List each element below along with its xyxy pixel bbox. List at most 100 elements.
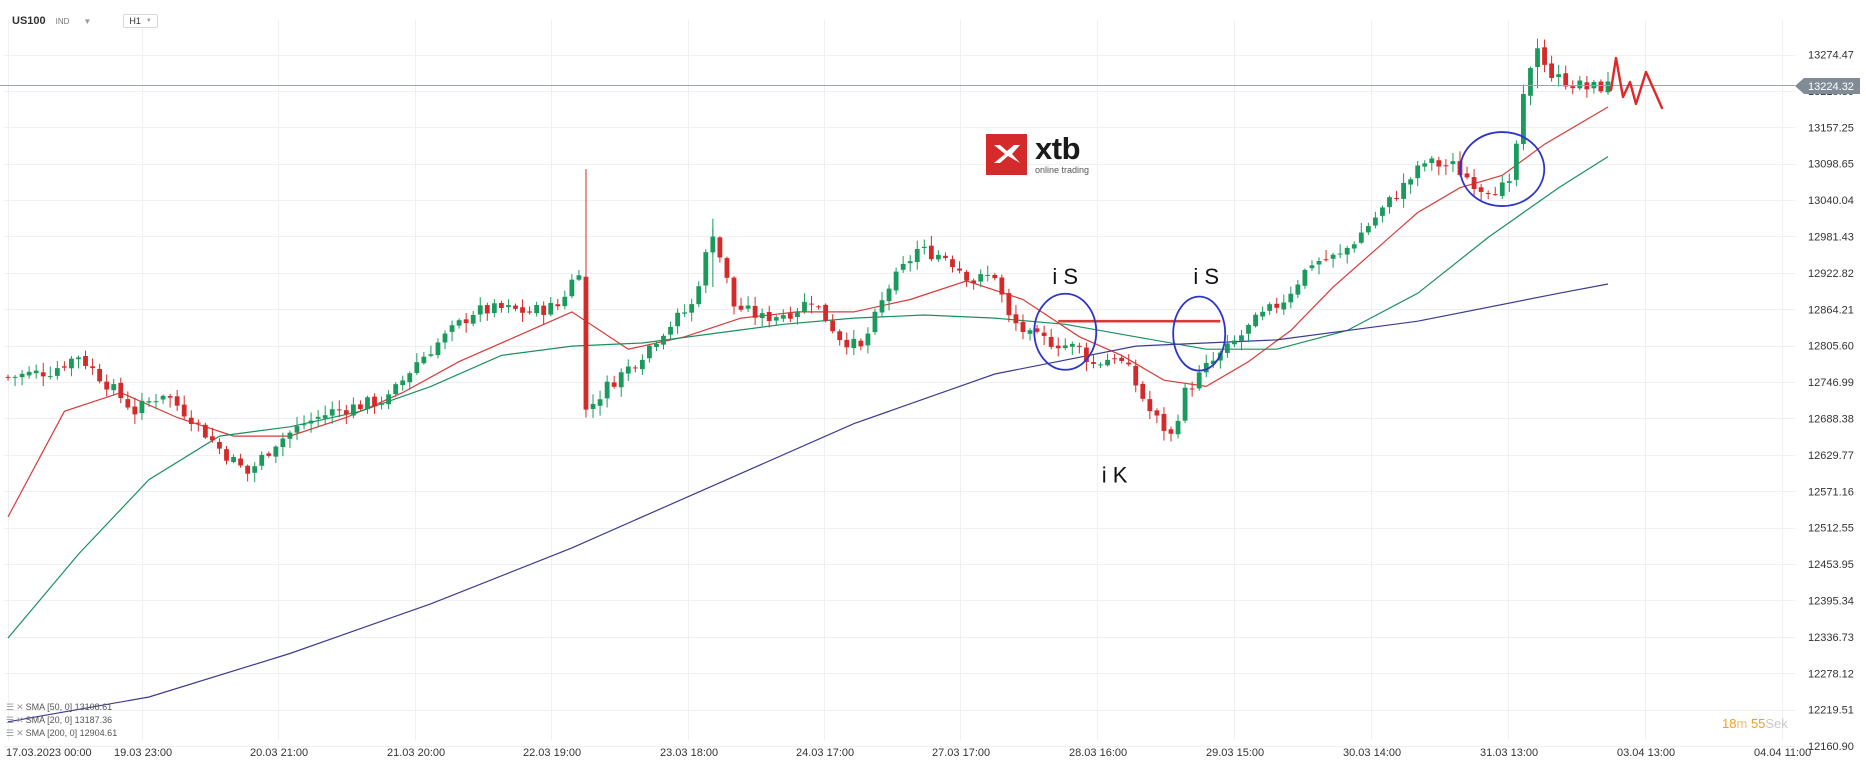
candle bbox=[1203, 354, 1209, 378]
candle bbox=[914, 240, 920, 270]
candle bbox=[358, 400, 363, 411]
candle bbox=[1373, 211, 1378, 229]
candle bbox=[1351, 241, 1357, 253]
candle bbox=[287, 430, 293, 448]
x-axis: 17.03.2023 00:00 19.03 23:00 20.03 21:00 21… bbox=[6, 747, 1811, 759]
candle bbox=[900, 256, 906, 273]
candle bbox=[1175, 414, 1181, 439]
candle bbox=[181, 395, 187, 420]
candle bbox=[971, 278, 977, 290]
candle bbox=[365, 395, 370, 414]
candle bbox=[301, 415, 307, 430]
candle bbox=[907, 255, 913, 272]
y-tick-label: 12864.21 bbox=[1808, 304, 1854, 316]
candle bbox=[1295, 280, 1301, 299]
legend-item[interactable]: ☰ ✕ SMA [50, 0] 13108.61 bbox=[6, 701, 117, 714]
candle bbox=[935, 250, 941, 262]
candle bbox=[696, 281, 702, 308]
candle bbox=[477, 297, 483, 322]
candle bbox=[943, 252, 948, 261]
candle bbox=[921, 239, 927, 255]
candle bbox=[442, 330, 448, 350]
candle bbox=[414, 353, 420, 376]
candle bbox=[1302, 268, 1308, 289]
candle bbox=[597, 390, 603, 416]
candle bbox=[1084, 342, 1089, 372]
candle bbox=[132, 397, 138, 425]
candle bbox=[231, 454, 236, 464]
projection-zigzag bbox=[1609, 56, 1664, 110]
y-tick-label: 12160.90 bbox=[1808, 741, 1854, 753]
sma-line bbox=[7, 156, 1609, 639]
candle bbox=[456, 318, 462, 329]
close-icon[interactable]: ✕ bbox=[16, 702, 24, 712]
legend-item[interactable]: ☰ ✕ SMA [200, 0] 12904.61 bbox=[6, 727, 117, 740]
candle bbox=[830, 314, 836, 334]
candle bbox=[950, 255, 955, 273]
candle bbox=[1365, 222, 1371, 235]
annotation-label: i K bbox=[1102, 463, 1128, 488]
candle bbox=[1112, 353, 1118, 364]
candle bbox=[1401, 173, 1406, 208]
candle bbox=[759, 308, 765, 327]
candle bbox=[992, 273, 998, 281]
candle bbox=[5, 374, 11, 381]
close-icon[interactable]: ✕ bbox=[16, 715, 24, 725]
sma-lines bbox=[7, 106, 1609, 723]
candle bbox=[1232, 335, 1237, 348]
candle bbox=[280, 432, 286, 457]
candle bbox=[1020, 314, 1026, 340]
candle bbox=[1161, 407, 1167, 441]
list-icon: ☰ bbox=[6, 702, 15, 712]
candle bbox=[1281, 294, 1287, 316]
candle bbox=[1239, 330, 1244, 351]
candle bbox=[506, 299, 511, 313]
x-tick-label: 31.03 13:00 bbox=[1480, 747, 1538, 759]
candle bbox=[837, 329, 843, 346]
symbol-dropdown-icon[interactable]: ▼ bbox=[83, 16, 92, 26]
candle bbox=[40, 362, 46, 387]
candle bbox=[738, 297, 744, 312]
candle bbox=[1154, 408, 1160, 424]
logo-tagline: online trading bbox=[1035, 165, 1090, 175]
candle bbox=[54, 361, 60, 380]
candle bbox=[647, 343, 652, 363]
symbol-label[interactable]: US100 bbox=[12, 15, 46, 27]
candle bbox=[379, 396, 384, 410]
candle bbox=[1478, 184, 1484, 202]
candle bbox=[527, 306, 532, 315]
candle bbox=[1041, 325, 1047, 346]
annotation-circle bbox=[1459, 131, 1546, 207]
candle bbox=[1358, 222, 1364, 245]
candle bbox=[160, 394, 166, 404]
candle bbox=[83, 350, 88, 370]
legend-item[interactable]: ☰ ✕ SMA [20, 0] 13187.36 bbox=[6, 714, 117, 727]
candle bbox=[576, 270, 582, 281]
annotation-label: i S bbox=[1193, 264, 1219, 289]
y-tick-label: 12571.16 bbox=[1808, 486, 1854, 498]
candle bbox=[618, 368, 624, 397]
candle bbox=[1323, 250, 1329, 262]
candle bbox=[1549, 55, 1555, 82]
candle bbox=[555, 298, 561, 311]
y-tick-label: 12453.95 bbox=[1808, 559, 1854, 571]
candle bbox=[1570, 80, 1576, 95]
timeframe-select[interactable]: H1 ▼ bbox=[123, 14, 158, 28]
candle bbox=[294, 417, 300, 440]
y-tick-label: 12395.34 bbox=[1808, 595, 1854, 607]
candle bbox=[343, 404, 349, 425]
annotation-label: i S bbox=[1052, 264, 1078, 289]
candle bbox=[886, 284, 892, 311]
candle bbox=[1542, 39, 1547, 73]
candle bbox=[999, 274, 1005, 303]
candle bbox=[139, 393, 145, 420]
candle bbox=[717, 236, 723, 263]
candle bbox=[76, 355, 81, 369]
candle bbox=[167, 394, 173, 408]
x-tick-label: 17.03.2023 00:00 bbox=[6, 747, 92, 759]
candle bbox=[329, 401, 335, 424]
candle bbox=[611, 375, 617, 389]
y-axis: 13274.4713215.8613157.2513098.6513040.04… bbox=[1808, 50, 1854, 754]
close-icon[interactable]: ✕ bbox=[16, 728, 24, 738]
